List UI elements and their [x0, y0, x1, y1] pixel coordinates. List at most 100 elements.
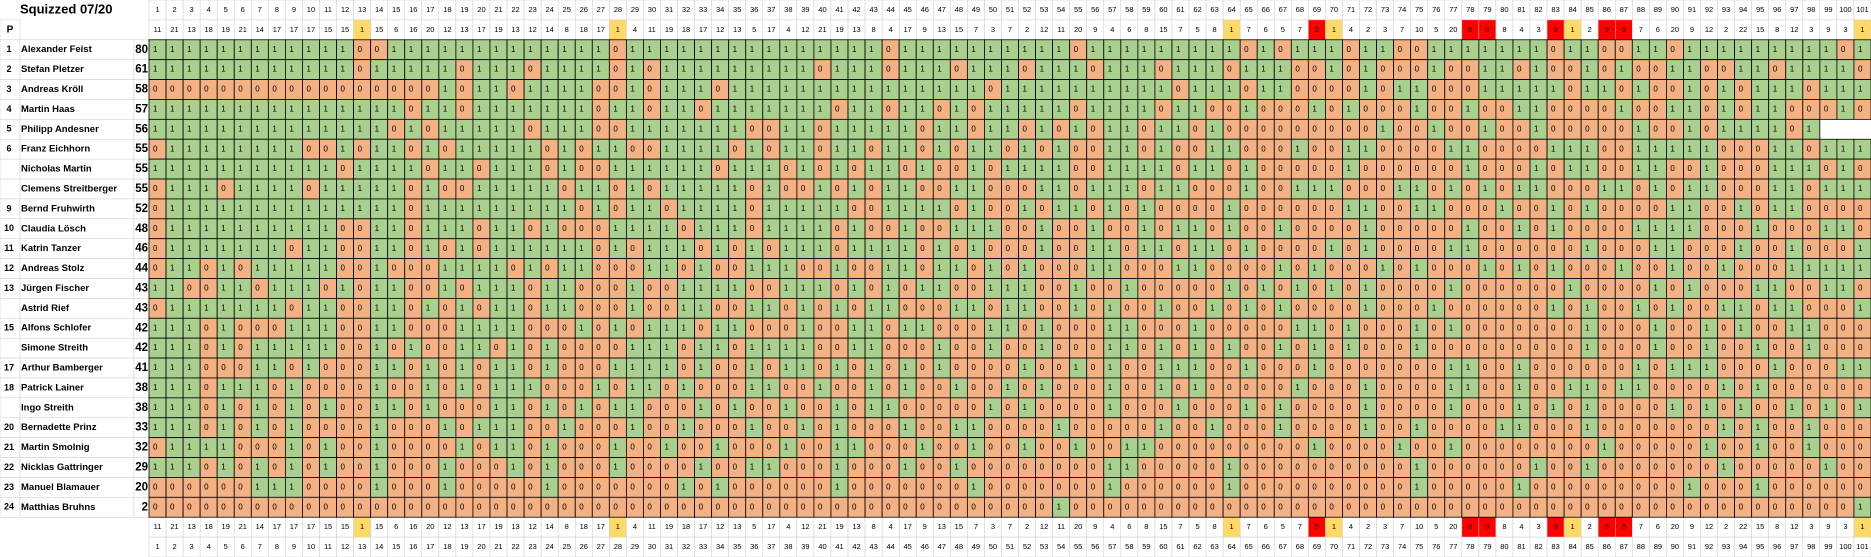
answer-cell: [1683, 417, 1701, 439]
answer: 0: [750, 224, 755, 233]
answer: 1: [613, 144, 618, 153]
answer: 1: [545, 45, 550, 54]
answer-cell: [506, 238, 525, 260]
answer: 0: [1210, 284, 1215, 293]
answer-cell: [779, 278, 798, 299]
answer-cell: [438, 79, 457, 100]
answer: 1: [289, 383, 294, 392]
answer-cell: [506, 198, 525, 220]
correct-count: 7: [1247, 25, 1251, 34]
correct-count: 1: [1571, 522, 1575, 531]
answer-cell: [608, 79, 627, 100]
answer: 0: [971, 343, 976, 352]
answer: 0: [1074, 45, 1079, 54]
answer-cell: [1853, 138, 1871, 160]
answer-cell: [1648, 297, 1667, 319]
answer: 1: [1023, 284, 1028, 293]
answer: 0: [1091, 423, 1096, 432]
answer: 0: [1773, 264, 1778, 273]
answer: 0: [852, 264, 857, 273]
answer-cell: [1376, 79, 1395, 100]
answer-cell: [762, 118, 781, 140]
question-number: 94: [1739, 5, 1747, 14]
answer-cell: [1683, 198, 1701, 220]
answer: 0: [1602, 144, 1607, 153]
answer-cell: [421, 198, 440, 220]
question-number: 72: [1364, 542, 1372, 551]
answer: 0: [1295, 244, 1300, 253]
answer-cell: [1614, 278, 1633, 299]
answer-cell: [864, 417, 883, 439]
answer: 1: [1261, 45, 1266, 54]
answer: 1: [494, 363, 499, 372]
answer-cell: [1035, 118, 1054, 140]
answer-cell: [267, 158, 286, 180]
answer: 0: [1398, 383, 1403, 392]
answer-cell: [1393, 118, 1412, 140]
answer-cell: [1785, 178, 1804, 200]
answer: 0: [1381, 85, 1386, 94]
answer: 1: [630, 224, 635, 233]
answer: 1: [1517, 224, 1522, 233]
answer-cell: [728, 118, 747, 140]
answer: 0: [954, 204, 959, 213]
answer-cell: [1137, 317, 1156, 339]
question-number: 8: [275, 5, 279, 14]
answer-cell: [1325, 258, 1343, 279]
question-number: 81: [1517, 5, 1525, 14]
answer: 1: [153, 105, 158, 114]
answer: 0: [852, 363, 857, 372]
answer-cell: [1444, 158, 1463, 180]
answer: 1: [375, 343, 380, 352]
answer: 0: [289, 303, 294, 312]
answer-cell: [421, 59, 440, 80]
answer: 1: [562, 124, 567, 133]
answer-cell: [1648, 337, 1667, 359]
question-number: 23: [528, 5, 536, 14]
answer-cell: [1819, 317, 1838, 339]
answer-cell: [267, 437, 286, 458]
answer: 0: [699, 383, 704, 392]
answer: 1: [801, 124, 806, 133]
answer: 0: [1602, 303, 1607, 312]
answer-cell: [1222, 178, 1241, 200]
answer-cell: [1205, 99, 1224, 120]
answer-cell: [1376, 178, 1395, 200]
answer: 0: [1705, 124, 1710, 133]
answer: 0: [443, 403, 448, 412]
answer-cell: [864, 118, 883, 140]
answer-cell: [1018, 337, 1036, 359]
answer-cell: [557, 317, 576, 339]
answer: 1: [170, 65, 175, 74]
player-name: Bernd Fruhwirth: [21, 203, 95, 214]
answer: 1: [1466, 244, 1471, 253]
answer: 0: [341, 403, 346, 412]
answer-cell: [233, 118, 252, 140]
answer: 1: [1756, 45, 1761, 54]
answer: 1: [1551, 204, 1556, 213]
answer-cell: [540, 397, 559, 419]
answer: 0: [1841, 244, 1846, 253]
answer: 0: [1602, 423, 1607, 432]
answer-cell: [677, 99, 695, 120]
answer-cell: [319, 357, 337, 379]
answer: 1: [255, 144, 260, 153]
answer-cell: [1154, 138, 1173, 160]
answer-cell: [472, 118, 491, 140]
answer: 1: [699, 264, 704, 273]
answer-cell: [1785, 297, 1804, 319]
answer-cell: [949, 297, 968, 319]
answer: 0: [1176, 244, 1181, 253]
answer: 1: [562, 244, 567, 253]
answer: 1: [1466, 383, 1471, 392]
answer-cell: [1427, 218, 1446, 240]
answer-cell: [540, 99, 559, 120]
answer-cell: [1359, 39, 1377, 61]
answer: 0: [1278, 244, 1283, 253]
answer: 0: [647, 284, 652, 293]
answer-cell: [267, 79, 286, 100]
answer-cell: [643, 138, 661, 160]
answer-cell: [643, 278, 661, 299]
answer: 1: [170, 303, 175, 312]
answer: 0: [920, 244, 925, 253]
